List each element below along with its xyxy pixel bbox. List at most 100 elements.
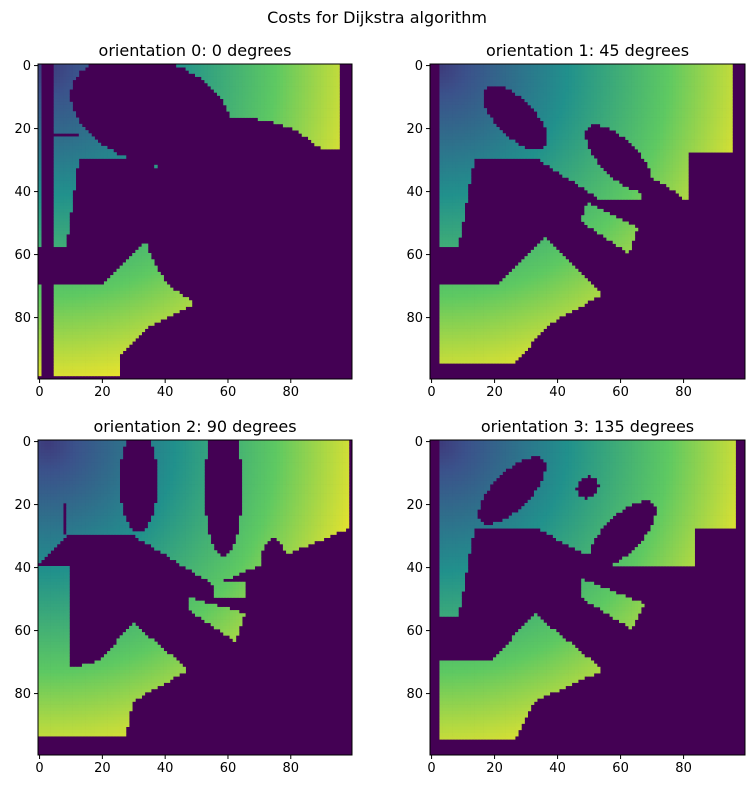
heatmap-cell [619, 99, 623, 103]
heatmap-cell [57, 373, 60, 377]
heatmap-cell [132, 303, 135, 307]
heatmap-cell [255, 105, 258, 109]
heatmap-cell [714, 143, 718, 147]
heatmap-cell [515, 80, 519, 84]
heatmap-cell [443, 133, 447, 137]
heatmap-cell [104, 325, 107, 329]
heatmap-cell [120, 316, 123, 320]
heatmap-cell [682, 118, 686, 122]
heatmap-cell [647, 73, 651, 77]
heatmap-cell [95, 332, 98, 336]
heatmap-cell [553, 89, 557, 93]
heatmap-cell [657, 114, 661, 118]
heatmap-cell [214, 73, 217, 77]
heatmap-cell [283, 83, 286, 87]
heatmap-cell [76, 140, 79, 144]
heatmap-cell [619, 83, 623, 87]
heatmap-cell [641, 140, 645, 144]
heatmap-cell [292, 67, 295, 71]
heatmap-cell [673, 127, 677, 131]
heatmap-cell [720, 130, 724, 134]
heatmap-cell [305, 83, 308, 87]
heatmap-cell [233, 73, 236, 77]
heatmap-cell [38, 366, 41, 370]
heatmap-cell [726, 64, 730, 68]
heatmap-cell [85, 155, 88, 159]
heatmap-cell [66, 108, 69, 112]
heatmap-cell [641, 64, 645, 68]
heatmap-cell [230, 114, 233, 118]
heatmap-cell [54, 300, 57, 304]
heatmap-cell [569, 140, 573, 144]
heatmap-cell [698, 105, 702, 109]
heatmap-cell [720, 86, 724, 90]
heatmap-cell [468, 70, 472, 74]
heatmap-cell [647, 86, 651, 90]
heatmap-cell [663, 124, 667, 128]
heatmap-cell [499, 136, 503, 140]
heatmap-cell [57, 206, 60, 210]
heatmap-cell [638, 108, 642, 112]
heatmap-cell [252, 77, 255, 81]
heatmap-cell [717, 114, 721, 118]
heatmap-cell [509, 152, 513, 156]
heatmap-cell [543, 108, 547, 112]
heatmap-cell [98, 370, 101, 374]
heatmap-cell [550, 70, 554, 74]
heatmap-cell [540, 99, 544, 103]
heatmap-cell [283, 114, 286, 118]
heatmap-cell [79, 143, 82, 147]
heatmap-cell [148, 253, 151, 257]
heatmap-cell [578, 168, 582, 172]
heatmap-cell [274, 70, 277, 74]
heatmap-cell [622, 130, 626, 134]
heatmap-cell [480, 102, 484, 106]
heatmap-cell [569, 89, 573, 93]
heatmap-cell [110, 310, 113, 314]
heatmap-cell [487, 64, 491, 68]
heatmap-cell [666, 96, 670, 100]
heatmap-cell [63, 307, 66, 311]
heatmap-cell [236, 77, 239, 81]
heatmap-cell [252, 99, 255, 103]
heatmap-cell [647, 140, 651, 144]
heatmap-cell [477, 67, 481, 71]
heatmap-cell [679, 92, 683, 96]
heatmap-cell [455, 127, 459, 131]
heatmap-cell [553, 96, 557, 100]
heatmap-cell [559, 77, 563, 81]
heatmap-cell [726, 92, 730, 96]
heatmap-cell [66, 118, 69, 122]
heatmap-cell [651, 136, 655, 140]
heatmap-cell [220, 73, 223, 77]
heatmap-cell [685, 64, 689, 68]
heatmap-cell [562, 73, 566, 77]
heatmap-cell [439, 136, 443, 140]
heatmap-cell [449, 83, 453, 87]
heatmap-cell [38, 222, 41, 226]
heatmap-cell [79, 354, 82, 358]
heatmap-cell [455, 67, 459, 71]
heatmap-cell [528, 83, 532, 87]
heatmap-cell [490, 80, 494, 84]
heatmap-cell [452, 114, 456, 118]
heatmap-cell [98, 319, 101, 323]
heatmap-cell [666, 89, 670, 93]
heatmap-cell [167, 285, 170, 289]
heatmap-cell [663, 96, 667, 100]
heatmap-cell [628, 67, 632, 71]
heatmap-cell [208, 70, 211, 74]
heatmap-cell [154, 297, 157, 301]
heatmap-cell [295, 64, 298, 68]
heatmap-cell [657, 92, 661, 96]
heatmap-cell [302, 86, 305, 90]
heatmap-cell [126, 300, 129, 304]
heatmap-cell [547, 127, 551, 131]
heatmap-cell [685, 155, 689, 159]
heatmap-cell [113, 281, 116, 285]
heatmap-cell [264, 105, 267, 109]
heatmap-cell [619, 64, 623, 68]
heatmap-cell [597, 111, 601, 115]
heatmap-cell [559, 127, 563, 131]
heatmap-cell [299, 67, 302, 71]
